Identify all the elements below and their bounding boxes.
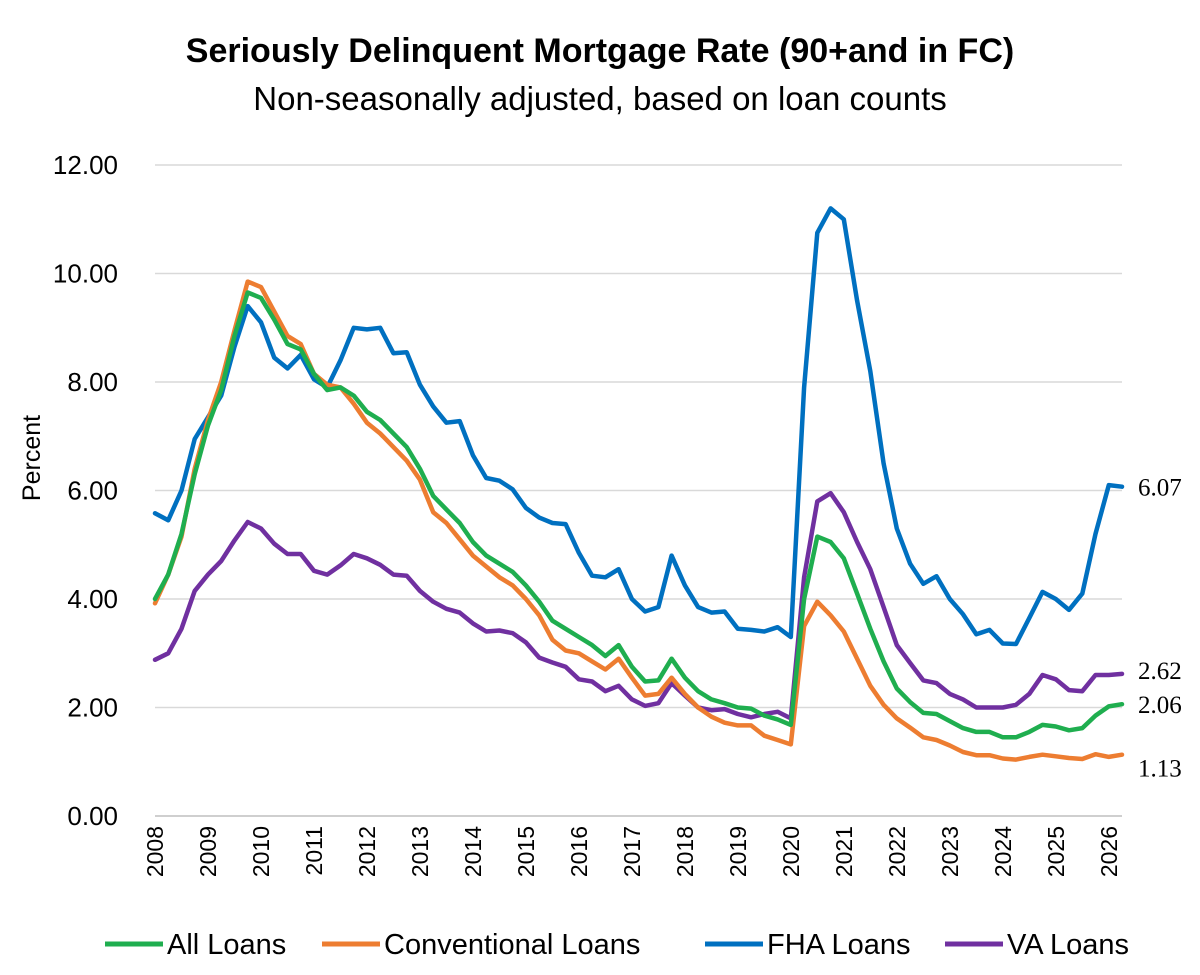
end-label-conventional-loans: 1.13	[1138, 756, 1182, 783]
end-label-fha-loans: 6.07	[1138, 475, 1182, 502]
chart-subtitle: Non-seasonally adjusted, based on loan c…	[253, 80, 946, 117]
legend: All Loans Conventional Loans FHA Loans VA L…	[105, 929, 1129, 961]
x-tick-label: 2023	[937, 826, 963, 877]
legend-label: FHA Loans	[767, 929, 910, 961]
x-tick-label: 2017	[619, 826, 645, 877]
chart-title: Seriously Delinquent Mortgage Rate (90+a…	[186, 32, 1014, 70]
end-label-all-loans: 2.06	[1138, 692, 1182, 719]
y-tick-label: 0.00	[67, 801, 118, 831]
x-tick-label: 2013	[407, 826, 433, 877]
x-tick-label: 2021	[831, 826, 857, 877]
x-tick-label: 2015	[513, 826, 539, 877]
y-tick-label: 2.00	[67, 693, 118, 723]
x-tick-label: 2020	[778, 826, 804, 877]
x-tick-label: 2018	[672, 826, 698, 877]
y-axis-ticks: 0.00 2.00 4.00 6.00 8.00 10.00 12.00	[53, 150, 118, 831]
series-line-fha-loans	[152, 206, 1125, 647]
end-label-va-loans: 2.62	[1138, 658, 1182, 685]
series-lines	[152, 206, 1125, 762]
y-tick-label: 6.00	[67, 476, 118, 506]
x-tick-label: 2025	[1043, 826, 1069, 877]
x-tick-label: 2026	[1096, 826, 1122, 877]
x-tick-label: 2019	[725, 826, 751, 877]
x-tick-label: 2014	[460, 826, 486, 877]
x-tick-label: 2009	[195, 826, 221, 877]
x-tick-label: 2010	[248, 826, 274, 877]
gridlines	[155, 164, 1122, 817]
legend-label: All Loans	[167, 929, 286, 961]
x-tick-label: 2022	[884, 826, 910, 877]
series-line-va-loans	[152, 490, 1125, 721]
x-tick-label: 2016	[566, 826, 592, 877]
x-axis-ticks: 2008 2009 2010 2011 2012 2013 2014 2015 2016 2017…	[142, 826, 1122, 877]
x-tick-label: 2012	[354, 826, 380, 877]
y-tick-label: 12.00	[53, 150, 118, 180]
y-tick-label: 4.00	[67, 584, 118, 614]
y-axis-label: Percent	[18, 415, 46, 501]
y-tick-label: 10.00	[53, 259, 118, 289]
x-tick-label: 2024	[990, 826, 1016, 877]
series-line-all-loans	[152, 290, 1125, 740]
y-tick-label: 8.00	[67, 367, 118, 397]
end-value-labels: 2.06 1.13 6.07 2.62	[1138, 475, 1182, 783]
x-tick-label: 2011	[301, 826, 327, 875]
legend-label: Conventional Loans	[384, 929, 640, 961]
legend-label: VA Loans	[1007, 929, 1129, 961]
x-tick-label: 2008	[142, 826, 168, 877]
